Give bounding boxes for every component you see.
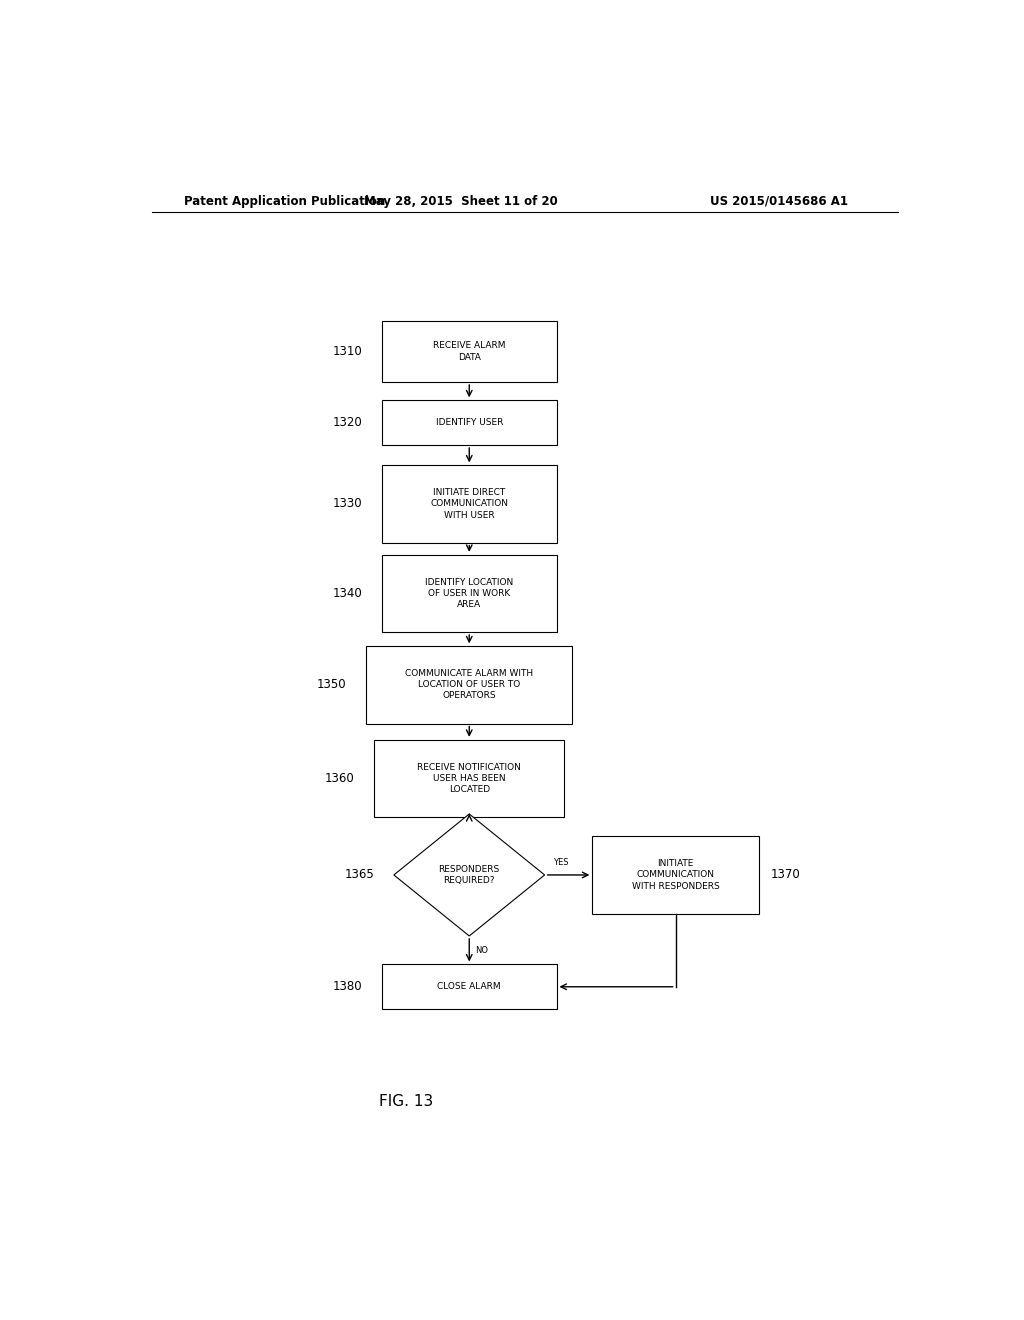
Text: INITIATE DIRECT
COMMUNICATION
WITH USER: INITIATE DIRECT COMMUNICATION WITH USER bbox=[430, 488, 508, 520]
Text: 1360: 1360 bbox=[325, 772, 354, 785]
Bar bbox=[592, 837, 759, 913]
Text: RECEIVE NOTIFICATION
USER HAS BEEN
LOCATED: RECEIVE NOTIFICATION USER HAS BEEN LOCAT… bbox=[418, 763, 521, 795]
Text: RESPONDERS
REQUIRED?: RESPONDERS REQUIRED? bbox=[438, 865, 500, 884]
Text: COMMUNICATE ALARM WITH
LOCATION OF USER TO
OPERATORS: COMMUNICATE ALARM WITH LOCATION OF USER … bbox=[406, 669, 534, 701]
Bar bbox=[382, 965, 557, 1008]
Text: INITIATE
COMMUNICATION
WITH RESPONDERS: INITIATE COMMUNICATION WITH RESPONDERS bbox=[632, 859, 720, 891]
Text: 1310: 1310 bbox=[333, 345, 362, 358]
Text: 1370: 1370 bbox=[771, 869, 801, 882]
Text: May 28, 2015  Sheet 11 of 20: May 28, 2015 Sheet 11 of 20 bbox=[365, 194, 558, 207]
Text: IDENTIFY LOCATION
OF USER IN WORK
AREA: IDENTIFY LOCATION OF USER IN WORK AREA bbox=[425, 578, 513, 609]
Bar bbox=[382, 400, 557, 445]
Text: IDENTIFY USER: IDENTIFY USER bbox=[435, 418, 503, 428]
Text: 1340: 1340 bbox=[333, 587, 362, 599]
Text: YES: YES bbox=[553, 858, 568, 867]
Text: 1380: 1380 bbox=[333, 981, 362, 993]
Text: CLOSE ALARM: CLOSE ALARM bbox=[437, 982, 501, 991]
Text: RECEIVE ALARM
DATA: RECEIVE ALARM DATA bbox=[433, 342, 506, 362]
Bar bbox=[382, 321, 557, 381]
Bar bbox=[374, 739, 564, 817]
Text: 1350: 1350 bbox=[316, 678, 346, 692]
Text: 1320: 1320 bbox=[333, 416, 362, 429]
Text: 1365: 1365 bbox=[344, 869, 374, 882]
Bar bbox=[367, 647, 572, 723]
Bar bbox=[382, 554, 557, 632]
Text: 1330: 1330 bbox=[333, 498, 362, 511]
Text: US 2015/0145686 A1: US 2015/0145686 A1 bbox=[710, 194, 848, 207]
Bar bbox=[382, 466, 557, 543]
Text: NO: NO bbox=[475, 945, 488, 954]
Text: FIG. 13: FIG. 13 bbox=[379, 1094, 433, 1109]
Polygon shape bbox=[394, 814, 545, 936]
Text: Patent Application Publication: Patent Application Publication bbox=[183, 194, 385, 207]
